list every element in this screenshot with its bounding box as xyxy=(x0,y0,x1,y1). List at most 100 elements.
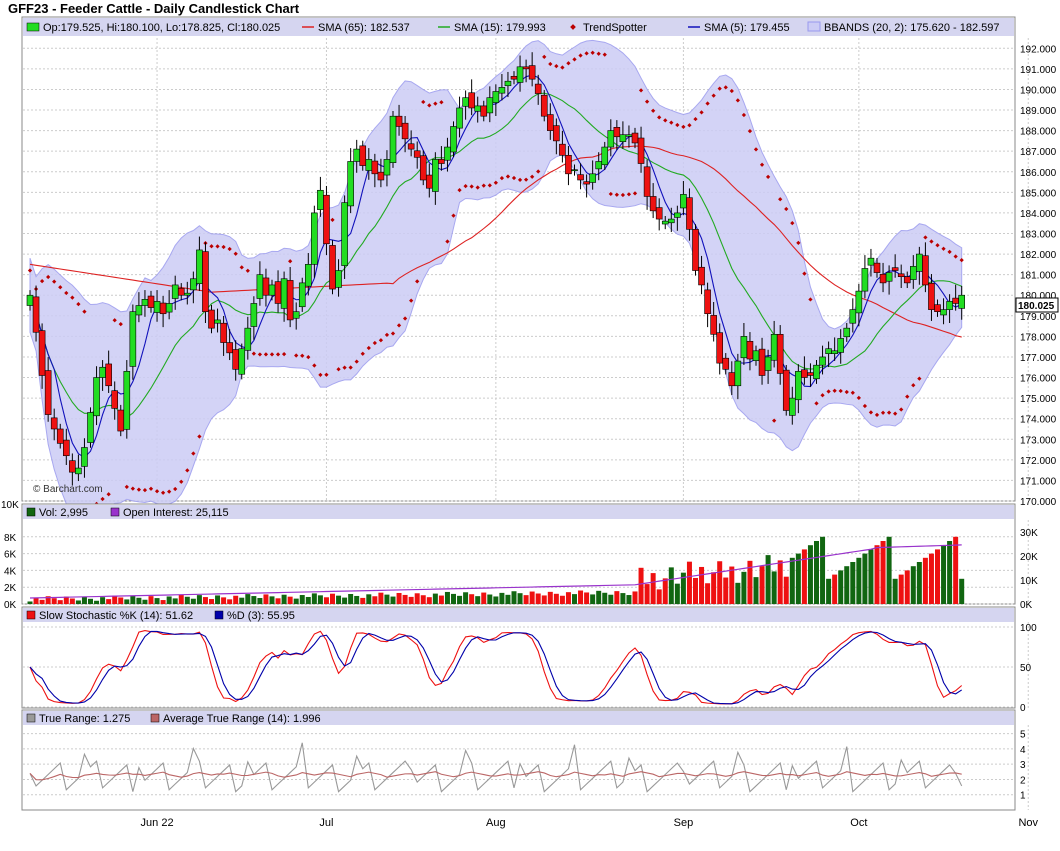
trendspotter-dot xyxy=(499,175,505,181)
price-tick-label: 178.000 xyxy=(1020,332,1057,343)
volume-bar xyxy=(221,597,227,604)
volume-bar xyxy=(426,597,432,604)
candle-body xyxy=(311,212,318,265)
volume-bar xyxy=(553,593,559,604)
trendspotter-dot xyxy=(185,468,190,473)
volume-right-tick: 30K xyxy=(1020,528,1038,539)
trendspotter-dot xyxy=(947,249,952,254)
candle-body xyxy=(849,309,857,324)
volume-bar xyxy=(45,596,51,604)
price-tick-label: 172.000 xyxy=(1020,456,1057,467)
candle-body xyxy=(879,273,887,284)
trendspotter-dot xyxy=(536,169,541,174)
stochastic-axis: 0 50 100 xyxy=(1020,623,1037,714)
x-tick-label: Nov xyxy=(1018,817,1038,829)
price-tick-label: 190.000 xyxy=(1020,85,1057,96)
candle-body xyxy=(347,161,354,207)
candle-body xyxy=(692,229,699,271)
volume-bar xyxy=(311,593,317,604)
trendspotter-dot xyxy=(493,180,498,185)
volume-bar xyxy=(747,560,753,604)
volume-bar xyxy=(941,545,947,604)
volume-bar xyxy=(39,599,45,604)
trendspotter-dot xyxy=(778,197,783,202)
trendspotter-dot xyxy=(348,365,353,370)
volume-bar xyxy=(299,595,305,604)
volume-bar xyxy=(947,541,953,604)
volume-bar xyxy=(523,595,529,604)
volume-bar xyxy=(686,561,692,604)
volume-bar xyxy=(807,545,813,604)
x-tick-label: Jul xyxy=(319,817,333,829)
volume-bar xyxy=(765,555,771,604)
trendspotter-dot xyxy=(935,243,940,248)
trendspotter-dot xyxy=(808,297,813,302)
candle-body xyxy=(680,194,687,209)
volume-bar xyxy=(711,572,717,604)
trendspotter-dot xyxy=(154,489,160,494)
trendspotter-dot xyxy=(209,244,214,249)
price-tick-label: 184.000 xyxy=(1020,209,1057,220)
candle-body xyxy=(637,137,645,164)
candle-body xyxy=(710,315,717,335)
candle-body xyxy=(99,366,106,378)
candle-body xyxy=(244,327,252,351)
true-range-tick: 3 xyxy=(1020,760,1026,771)
volume-bar xyxy=(771,571,777,604)
trendspotter-dot xyxy=(451,213,456,218)
candle-body xyxy=(123,371,131,430)
trendspotter-dot xyxy=(336,367,341,372)
candle-body xyxy=(873,262,881,273)
trendspotter-dot xyxy=(306,354,311,360)
price-tick-label: 185.000 xyxy=(1020,188,1057,199)
volume-bar xyxy=(614,591,620,604)
trendspotter-dot xyxy=(953,254,958,259)
volume-bar xyxy=(227,599,233,604)
volume-bar xyxy=(814,541,819,604)
volume-bar xyxy=(154,598,160,604)
trendspotter-dot xyxy=(324,372,329,377)
x-tick-label: Aug xyxy=(486,817,506,829)
trendspotter-dot xyxy=(300,353,305,358)
last-price-tag xyxy=(1015,297,1059,313)
stochastic-tick: 0 xyxy=(1020,703,1026,714)
price-tick-label: 191.000 xyxy=(1020,65,1057,76)
trendspotter-dot xyxy=(874,412,880,418)
candle-body xyxy=(504,80,512,87)
volume-bar xyxy=(693,577,698,604)
volume-right-tick: 0K xyxy=(1020,600,1033,611)
volume-bar xyxy=(390,596,396,604)
price-tick-label: 182.000 xyxy=(1020,250,1057,261)
candle-body xyxy=(147,295,155,308)
volume-panel: 10K 0K 2K 4K 6K 8K 0K 10K 20K 30K Vol: 2,995 Open… xyxy=(1,500,1038,611)
candle-body xyxy=(32,296,40,333)
candle-body xyxy=(81,447,88,467)
volume-bar xyxy=(789,557,795,604)
legend-label: SMA (5): 179.455 xyxy=(704,22,790,34)
trendspotter-dot xyxy=(197,434,202,439)
volume-bar xyxy=(257,598,263,604)
volume-bar xyxy=(602,592,608,604)
trendspotter-dot xyxy=(227,246,232,252)
price-tick-label: 174.000 xyxy=(1020,415,1057,426)
trendspotter-dot xyxy=(191,451,196,456)
volume-bar xyxy=(638,567,644,604)
volume-bar xyxy=(233,595,239,604)
volume-bar xyxy=(868,549,874,604)
trendspotter-dot xyxy=(959,257,964,263)
legend-label: TrendSpotter xyxy=(583,22,647,34)
legend-label: SMA (15): 179.993 xyxy=(454,22,546,34)
candle-body xyxy=(928,282,935,310)
true-range-tick: 2 xyxy=(1020,775,1026,786)
trendspotter-dot xyxy=(469,184,474,189)
volume-bar xyxy=(178,594,184,604)
volume-bar xyxy=(578,590,584,604)
candle-body xyxy=(510,75,518,80)
volume-bar xyxy=(650,573,656,604)
chart-title: GFF23 - Feeder Cattle - Daily Candlestic… xyxy=(8,1,300,16)
trendspotter-dot xyxy=(269,352,275,357)
candle-body xyxy=(105,363,112,387)
volume-bar xyxy=(916,562,922,604)
price-tick-label: 186.000 xyxy=(1020,168,1057,179)
volume-bar xyxy=(51,598,57,604)
